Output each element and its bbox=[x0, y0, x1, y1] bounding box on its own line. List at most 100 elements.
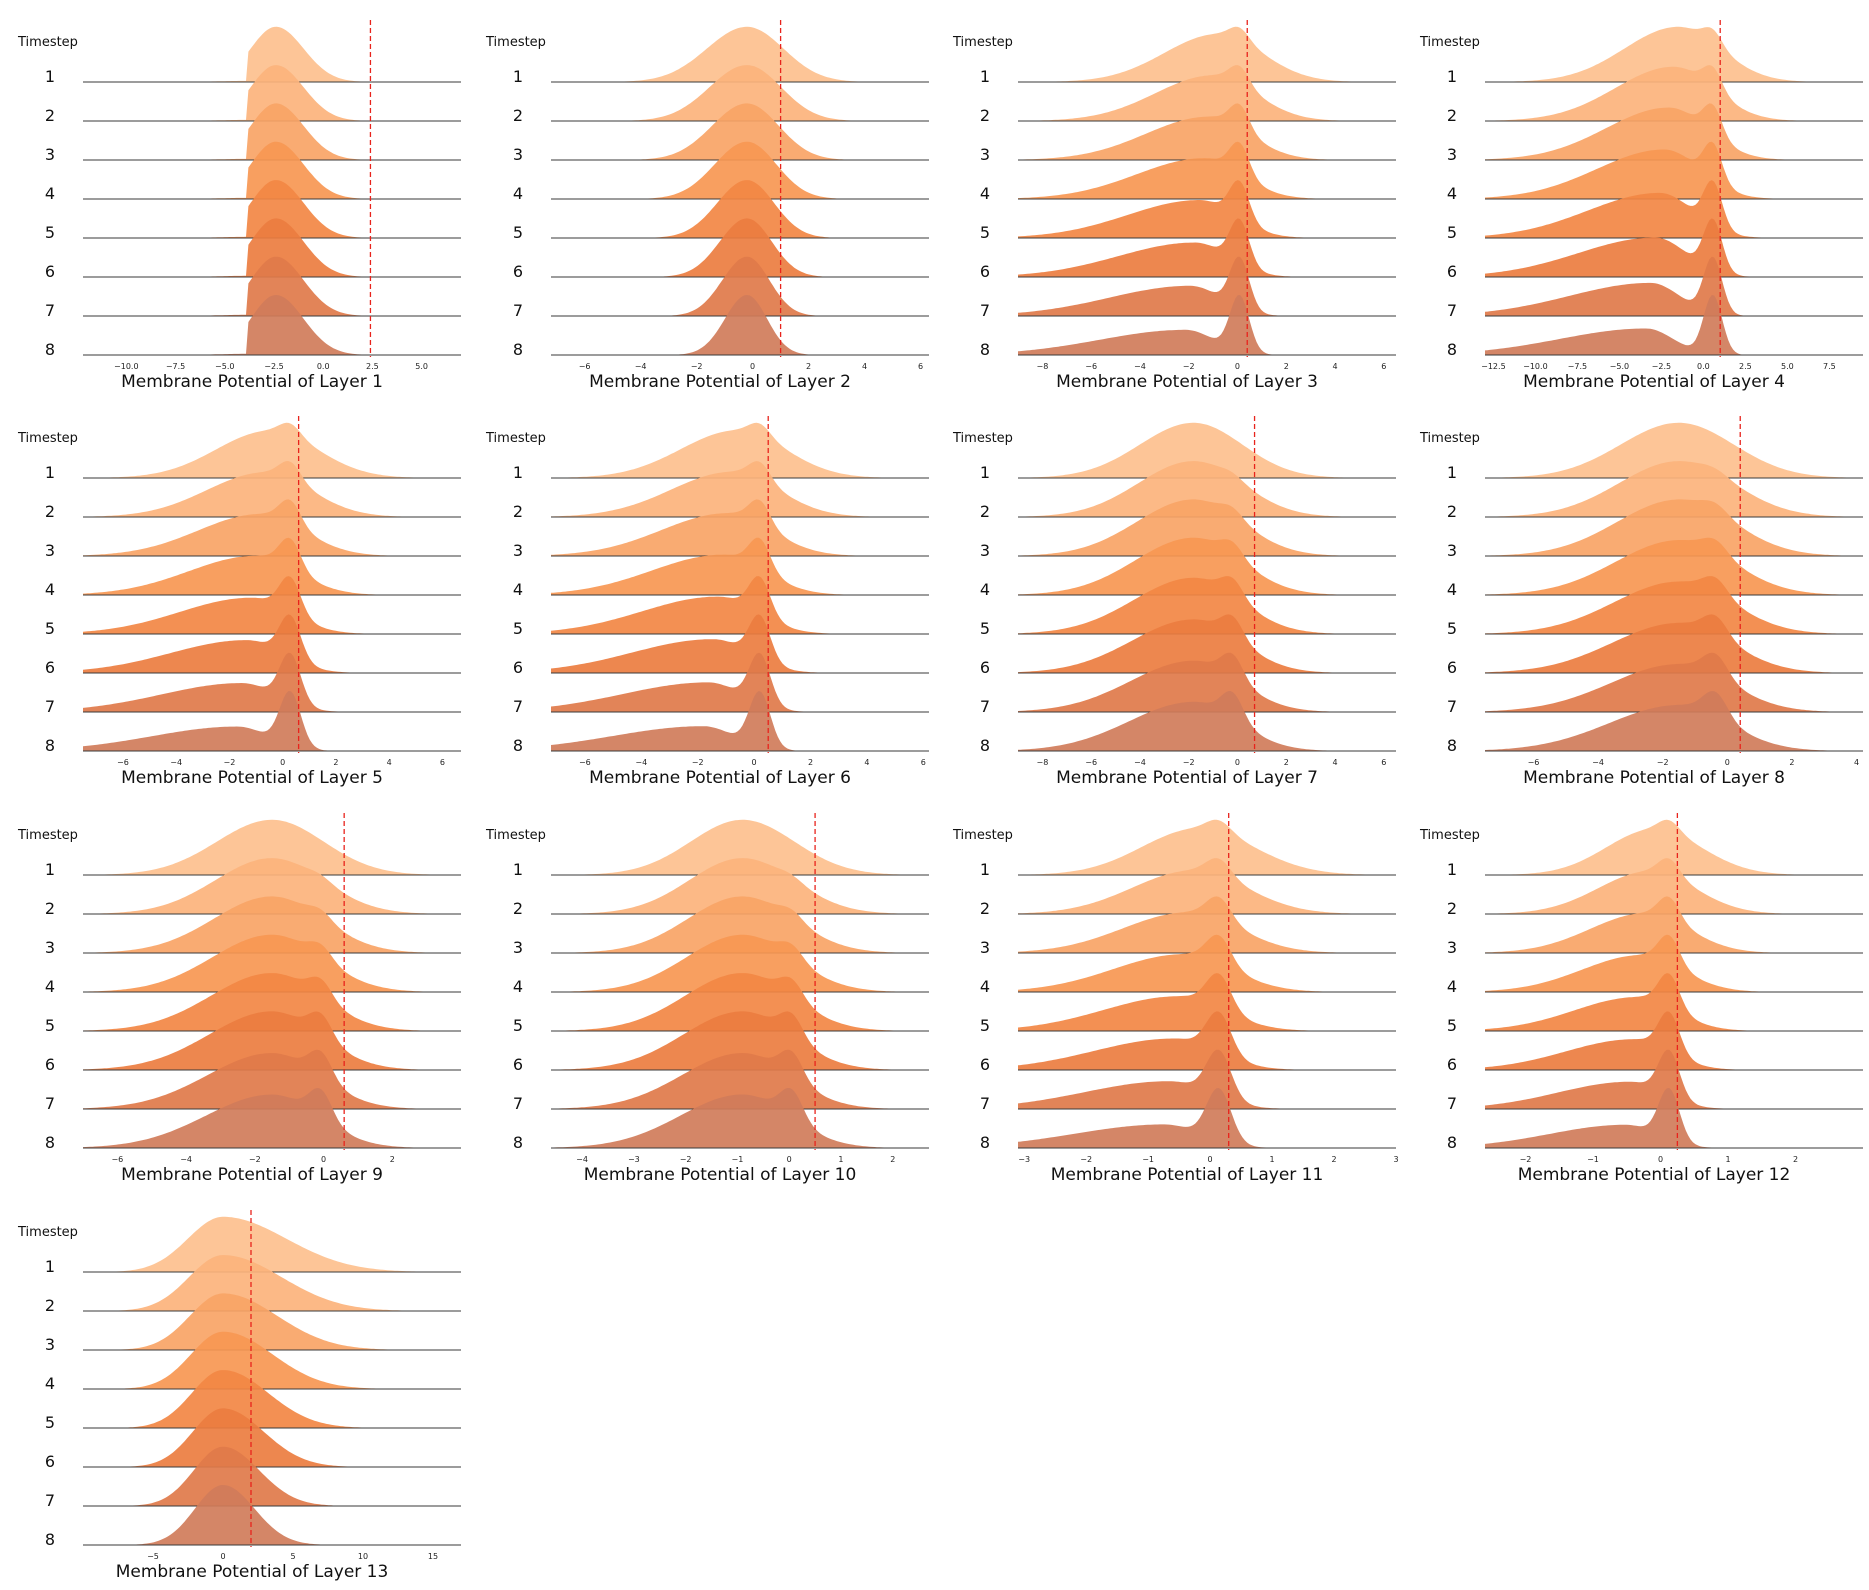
ridge-timestep-2 bbox=[83, 461, 461, 517]
ridge-timestep-3 bbox=[83, 896, 461, 953]
x-tick-label: −2 bbox=[224, 758, 236, 767]
x-tick-label: 2 bbox=[890, 1155, 895, 1164]
ridgeline-panel-layer-13: Timestep 1 2 3 4 5 6 7 8 −5 0 5 10 15 Membrane Potenti… bbox=[17, 1210, 461, 1582]
ridgeline-panel-layer-11: Timestep 1 2 3 4 5 6 7 8 −3 −2 −1 0 1 2 3 Membrane Poten… bbox=[952, 813, 1399, 1185]
x-tick-label: 2.5 bbox=[1739, 362, 1752, 371]
ridge-timestep-3 bbox=[83, 1293, 461, 1350]
ridge-timestep-5 bbox=[83, 1370, 461, 1428]
ridge-timestep-2 bbox=[1485, 461, 1863, 517]
x-tick-label: 6 bbox=[921, 758, 926, 767]
ridge-timestep-4 bbox=[83, 934, 461, 992]
ridge-timestep-6 bbox=[83, 1408, 461, 1467]
timestep-label: 5 bbox=[1447, 619, 1457, 638]
timestep-label: 7 bbox=[513, 301, 523, 320]
timestep-header: Timestep bbox=[17, 1225, 78, 1240]
x-tick-label: 0 bbox=[752, 758, 757, 767]
ridge-timestep-1 bbox=[1485, 26, 1863, 82]
ridge-timestep-1 bbox=[1018, 422, 1396, 478]
timestep-label: 3 bbox=[45, 145, 55, 164]
x-tick-label: 5.0 bbox=[1781, 362, 1794, 371]
timestep-label: 4 bbox=[513, 580, 523, 599]
ridge-timestep-5 bbox=[551, 576, 929, 634]
timestep-label: 8 bbox=[513, 736, 523, 755]
ridge-timestep-4 bbox=[83, 537, 461, 595]
timestep-label: 2 bbox=[980, 106, 990, 125]
x-tick-label: 2 bbox=[1284, 362, 1289, 371]
timestep-label: 3 bbox=[513, 938, 523, 957]
timestep-label: 6 bbox=[980, 262, 990, 281]
ridge-timestep-5 bbox=[1018, 180, 1396, 238]
ridge-timestep-3 bbox=[1018, 896, 1396, 953]
timestep-label: 6 bbox=[513, 262, 523, 281]
timestep-label: 3 bbox=[45, 541, 55, 560]
x-axis-label: Membrane Potential of Layer 13 bbox=[116, 1562, 389, 1582]
x-tick-label: 0 bbox=[750, 362, 755, 371]
timestep-label: 5 bbox=[980, 619, 990, 638]
ridgeline-panel-layer-7: Timestep 1 2 3 4 5 6 7 8 −8 −6 −4 −2 0 2 4 6 Membrane Pot… bbox=[952, 416, 1396, 788]
x-axis-label: Membrane Potential of Layer 5 bbox=[121, 768, 383, 788]
ridge-timestep-1 bbox=[551, 819, 929, 875]
x-tick-label: 4 bbox=[1854, 758, 1859, 767]
timestep-label: 8 bbox=[980, 736, 990, 755]
ridge-timestep-6 bbox=[551, 1011, 929, 1070]
ridge-timestep-4 bbox=[83, 1331, 461, 1389]
timestep-header: Timestep bbox=[1419, 35, 1480, 50]
timestep-label: 6 bbox=[1447, 1055, 1457, 1074]
x-tick-label: −5.0 bbox=[215, 362, 234, 371]
timestep-label: 8 bbox=[980, 340, 990, 359]
timestep-header: Timestep bbox=[17, 828, 78, 843]
timestep-header: Timestep bbox=[952, 431, 1013, 446]
timestep-label: 2 bbox=[980, 899, 990, 918]
x-tick-label: 2.5 bbox=[366, 362, 379, 371]
ridge-timestep-2 bbox=[1018, 65, 1396, 121]
ridge-timestep-6 bbox=[551, 218, 929, 277]
x-tick-label: −3 bbox=[628, 1155, 640, 1164]
ridge-timestep-2 bbox=[551, 858, 929, 914]
timestep-label: 7 bbox=[45, 1491, 55, 1510]
ridge-timestep-8 bbox=[551, 691, 929, 751]
ridgeline-panel-layer-8: Timestep 1 2 3 4 5 6 7 8 −6 −4 −2 0 2 4 Membrane Potent… bbox=[1419, 416, 1863, 788]
timestep-label: 6 bbox=[45, 1055, 55, 1074]
x-tick-label: −1 bbox=[732, 1155, 744, 1164]
ridge-timestep-3 bbox=[83, 499, 461, 556]
x-tick-label: 5 bbox=[290, 1552, 295, 1561]
ridge-timestep-6 bbox=[83, 614, 461, 673]
timestep-label: 1 bbox=[1447, 860, 1457, 879]
ridge-timestep-1 bbox=[83, 1216, 461, 1272]
timestep-label: 5 bbox=[1447, 1016, 1457, 1035]
ridge-timestep-5 bbox=[551, 180, 929, 238]
x-axis-label: Membrane Potential of Layer 6 bbox=[589, 768, 851, 788]
x-tick-label: 15 bbox=[428, 1552, 438, 1561]
ridge-timestep-7 bbox=[1485, 652, 1863, 712]
timestep-label: 5 bbox=[980, 223, 990, 242]
timestep-label: 1 bbox=[45, 860, 55, 879]
timestep-label: 6 bbox=[980, 658, 990, 677]
timestep-label: 2 bbox=[45, 502, 55, 521]
ridge-timestep-5 bbox=[551, 973, 929, 1031]
timestep-label: 3 bbox=[513, 541, 523, 560]
timestep-label: 6 bbox=[513, 1055, 523, 1074]
ridge-timestep-3 bbox=[551, 896, 929, 953]
timestep-label: 3 bbox=[513, 145, 523, 164]
x-tick-label: 6 bbox=[918, 362, 923, 371]
ridge-timestep-3 bbox=[1018, 103, 1396, 160]
ridge-timestep-7 bbox=[1485, 256, 1863, 316]
ridge-timestep-2 bbox=[1018, 858, 1396, 914]
ridge-timestep-4 bbox=[1018, 934, 1396, 992]
ridge-timestep-8 bbox=[1018, 295, 1396, 355]
ridgeline-panel-layer-1: Timestep 1 2 3 4 5 6 7 8 −10.0 −7.5 −5.0 −2.5 0.0 2.5 5… bbox=[17, 20, 461, 392]
x-tick-label: −8 bbox=[1036, 362, 1048, 371]
x-tick-label: 4 bbox=[864, 758, 869, 767]
ridgeline-panel-layer-2: Timestep 1 2 3 4 5 6 7 8 −6 −4 −2 0 2 4 6 Membrane Poten… bbox=[485, 20, 929, 392]
x-tick-label: −4 bbox=[635, 362, 647, 371]
x-axis-label: Membrane Potential of Layer 4 bbox=[1523, 372, 1785, 392]
timestep-label: 7 bbox=[45, 1094, 55, 1113]
timestep-label: 5 bbox=[513, 1016, 523, 1035]
ridge-timestep-5 bbox=[83, 576, 461, 634]
ridge-timestep-1 bbox=[1485, 819, 1863, 875]
x-tick-label: −6 bbox=[117, 758, 129, 767]
x-tick-label: −4 bbox=[576, 1155, 588, 1164]
timestep-label: 4 bbox=[1447, 580, 1457, 599]
timestep-label: 3 bbox=[1447, 145, 1457, 164]
timestep-label: 1 bbox=[980, 463, 990, 482]
